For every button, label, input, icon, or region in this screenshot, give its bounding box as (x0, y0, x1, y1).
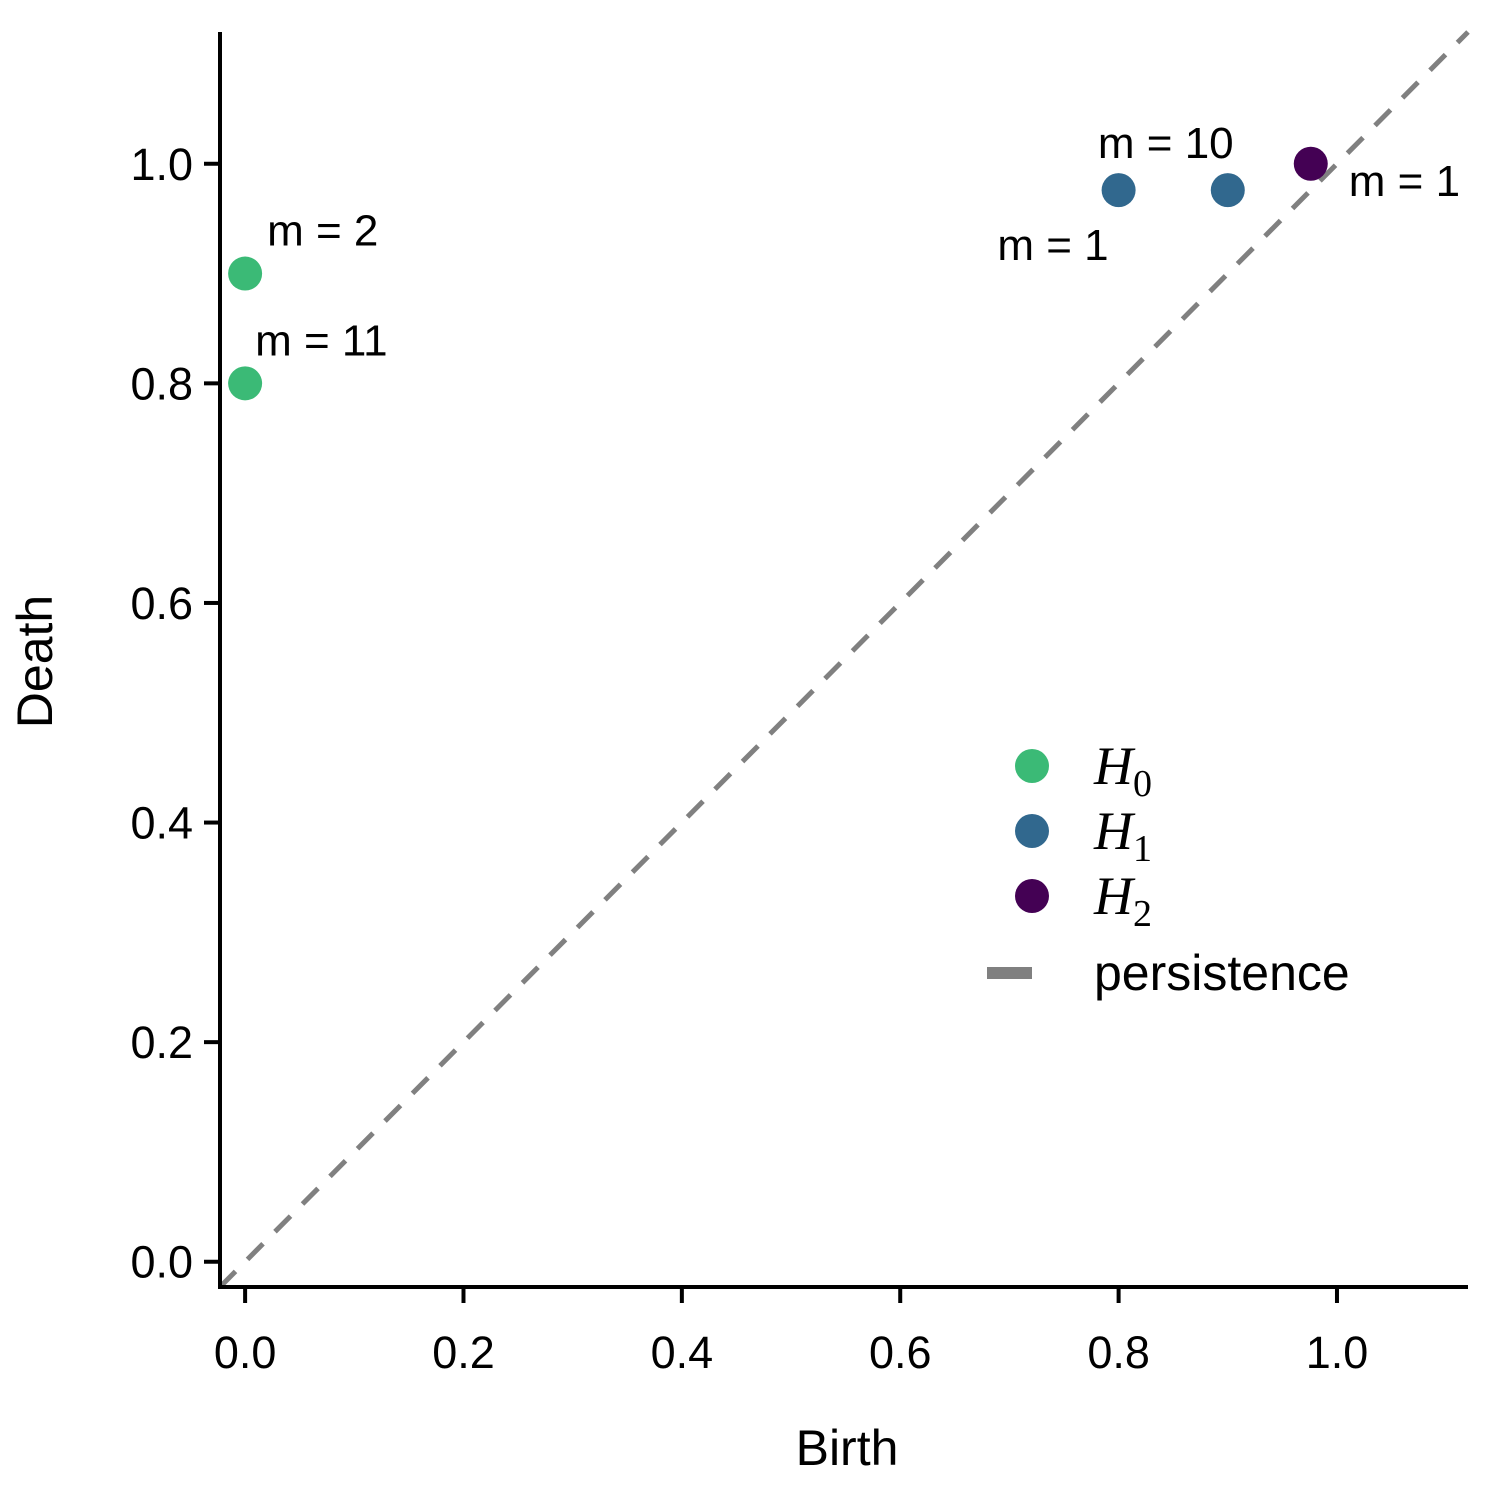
x-tick-label: 1.0 (1306, 1327, 1369, 1378)
y-axis-title: Death (7, 595, 63, 728)
data-point (228, 256, 263, 291)
x-tick-label: 0.8 (1087, 1327, 1150, 1378)
data-point (1210, 173, 1245, 208)
point-annotation: m = 2 (267, 207, 378, 256)
legend-marker (1015, 749, 1049, 783)
y-tick-label: 0.4 (130, 798, 193, 849)
y-tick-label: 0.0 (130, 1237, 193, 1288)
y-tick-label: 0.8 (130, 358, 193, 409)
legend-label-main: H (1093, 736, 1136, 796)
legend-label-subscript: 1 (1133, 828, 1152, 870)
legend-label: H1 (1093, 801, 1152, 870)
y-tick-label: 0.6 (130, 578, 193, 629)
annotations-layer: m = 2 m = 11 m = 1 m = 10 m = 1 (255, 119, 1460, 365)
point-annotation: m = 10 (1098, 119, 1234, 168)
diagonal-line (218, 30, 1470, 1289)
legend-label-subscript: 2 (1133, 893, 1152, 935)
point-annotation: m = 1 (1349, 157, 1460, 206)
point-annotation: m = 1 (997, 221, 1108, 270)
data-point (228, 366, 263, 401)
legend-label-main: H (1093, 866, 1136, 926)
legend-label: persistence (1094, 945, 1350, 1001)
points-layer (228, 146, 1328, 401)
x-tick-label: 0.0 (214, 1327, 277, 1378)
legend-label: H2 (1093, 866, 1152, 935)
axes-layer (218, 32, 1468, 1289)
x-tick-label: 0.2 (432, 1327, 495, 1378)
data-point (1101, 173, 1136, 208)
legend-label: H0 (1093, 736, 1152, 805)
legend-label-subscript: 0 (1133, 763, 1152, 805)
legend-marker (1015, 879, 1049, 913)
point-annotation: m = 11 (255, 316, 387, 365)
x-tick-label: 0.6 (869, 1327, 932, 1378)
y-tick-label: 0.2 (130, 1017, 193, 1068)
legend-marker (1015, 814, 1049, 848)
x-axis-title: Birth (796, 1420, 899, 1476)
x-tick-label: 0.4 (651, 1327, 714, 1378)
diagonal-layer (218, 30, 1470, 1289)
data-point (1293, 146, 1328, 181)
y-tick-label: 1.0 (130, 139, 193, 190)
legend-label-main: H (1093, 801, 1136, 861)
ticks-layer: 0.0 0.2 0.4 0.6 0.8 1.0 0.0 0.2 0.4 0.6 0.8 1.0 (130, 139, 1368, 1378)
